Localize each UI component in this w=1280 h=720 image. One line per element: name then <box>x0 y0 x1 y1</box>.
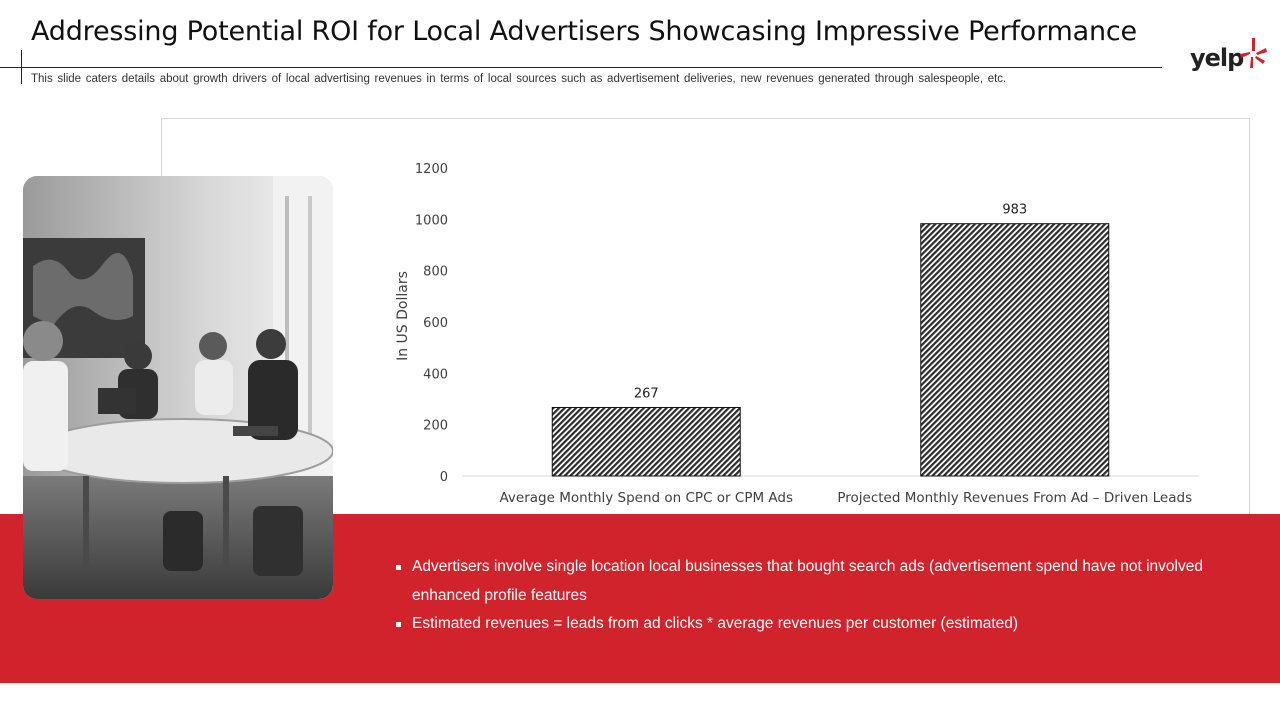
bullet-item: Estimated revenues = leads from ad click… <box>394 610 1234 639</box>
bar-chart: 0 200 400 600 800 1000 1200 In US Dollars 267 Ave… <box>395 162 1199 506</box>
logo-wordmark: yelp <box>1190 44 1244 72</box>
bullet-item: Advertisers involve single location loca… <box>394 553 1234 610</box>
chart-panel: 0 200 400 600 800 1000 1200 In US Dollars 267 Ave… <box>161 118 1250 516</box>
bar <box>920 223 1110 477</box>
y-tick-label: 1200 <box>415 162 448 177</box>
y-tick-label: 0 <box>440 470 448 485</box>
y-tick-label: 800 <box>423 265 448 280</box>
x-tick-label: Average Monthly Spend on CPC or CPM Ads <box>499 490 793 506</box>
y-tick-label: 400 <box>423 367 448 382</box>
y-tick-label: 600 <box>423 316 448 331</box>
title-divider-tick <box>21 50 22 84</box>
y-axis-label: In US Dollars <box>395 271 411 361</box>
y-tick-label: 200 <box>423 419 448 434</box>
title-divider <box>0 67 1162 68</box>
y-tick-label: 1000 <box>415 213 448 228</box>
summary-bullets: Advertisers involve single location loca… <box>394 553 1234 639</box>
x-tick-label: Projected Monthly Revenues From Ad – Dri… <box>837 490 1192 506</box>
yelp-logo: yelp <box>1190 34 1272 78</box>
yelp-burst-icon <box>1240 38 1267 68</box>
data-label: 267 <box>634 386 659 401</box>
meeting-photo <box>23 176 333 599</box>
slide-subtitle: This slide caters details about growth d… <box>31 73 1007 85</box>
bar <box>551 406 741 477</box>
slide-title: Addressing Potential ROI for Local Adver… <box>31 16 1137 47</box>
meeting-photo-illustration <box>23 176 333 599</box>
data-label: 983 <box>1002 203 1027 218</box>
